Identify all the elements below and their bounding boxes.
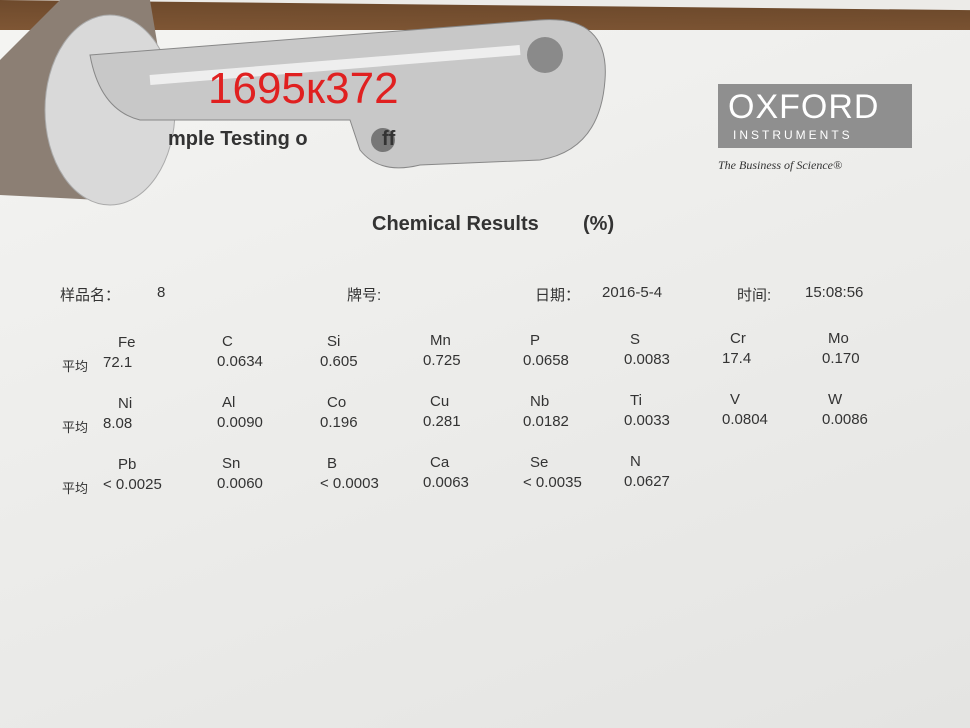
element-symbol: Pb (118, 456, 137, 473)
element-symbol: Ti (630, 392, 642, 409)
element-symbol: Fe (118, 334, 136, 351)
element-symbol: W (828, 390, 843, 408)
element-value: < 0.0003 (320, 474, 379, 492)
element-symbol: Sn (222, 455, 241, 473)
row-label: 平均 (62, 420, 89, 435)
element-value: 17.4 (722, 350, 752, 368)
field-value: 2016-5-4 (602, 284, 663, 301)
element-value: 0.0182 (523, 412, 569, 430)
element-symbol: S (630, 331, 641, 348)
element-symbol: Nb (530, 392, 550, 410)
element-symbol: Al (222, 394, 236, 412)
logo-name: OXFORD (728, 88, 880, 126)
row-label: 平均 (62, 481, 89, 496)
element-value: 0.0063 (423, 474, 469, 492)
element-symbol: Si (327, 332, 341, 350)
element-value: 0.0658 (523, 351, 569, 369)
element-value: 0.281 (423, 413, 461, 431)
field-label: 日期： (535, 287, 581, 304)
element-value: 0.196 (320, 413, 358, 431)
element-symbol: Se (530, 453, 549, 471)
logo-box (718, 84, 912, 148)
element-symbol: Cu (430, 393, 450, 411)
field-label: 时间: (737, 287, 772, 304)
element-symbol: B (327, 454, 338, 472)
element-value: 8.08 (103, 415, 133, 432)
field-label: 样品名： (60, 287, 121, 304)
partial-title: mple Testing o (168, 128, 308, 150)
element-value: 0.0804 (722, 411, 768, 429)
element-value: 0.0033 (624, 412, 670, 429)
element-symbol: C (222, 333, 233, 351)
report-unit: (%) (583, 213, 615, 235)
logo-tagline: The Business of Science® (718, 158, 843, 172)
field-value: 8 (157, 284, 166, 301)
element-symbol: Co (327, 393, 347, 411)
element-symbol: Ca (430, 454, 450, 472)
element-symbol: P (530, 331, 541, 349)
partial-title-tail: ff (382, 128, 396, 150)
element-symbol: Ni (118, 395, 133, 412)
row-label: 平均 (62, 359, 89, 374)
element-symbol: Mo (828, 329, 849, 347)
element-value: 0.725 (423, 352, 461, 370)
element-value: 0.0060 (217, 475, 263, 493)
element-value: < 0.0035 (523, 473, 582, 491)
element-value: 72.1 (103, 354, 133, 371)
element-value: 0.605 (320, 352, 358, 370)
element-symbol: N (630, 453, 641, 470)
element-value: 0.0634 (217, 353, 263, 371)
report-title: Chemical Results (372, 213, 539, 235)
element-value: < 0.0025 (103, 476, 162, 493)
element-value: 0.0086 (822, 410, 868, 428)
element-value: 0.0090 (217, 414, 263, 432)
field-label: 牌号: (347, 287, 382, 304)
element-symbol: V (730, 391, 741, 409)
element-value: 0.0627 (624, 473, 670, 490)
field-value: 15:08:56 (805, 284, 864, 301)
logo-sub: INSTRUMENTS (733, 128, 853, 142)
element-value: 0.0083 (624, 351, 670, 368)
element-value: 0.170 (822, 349, 860, 367)
element-symbol: Cr (730, 330, 746, 348)
element-symbol: Mn (430, 332, 451, 350)
overlay: 1695к372 (208, 64, 399, 113)
